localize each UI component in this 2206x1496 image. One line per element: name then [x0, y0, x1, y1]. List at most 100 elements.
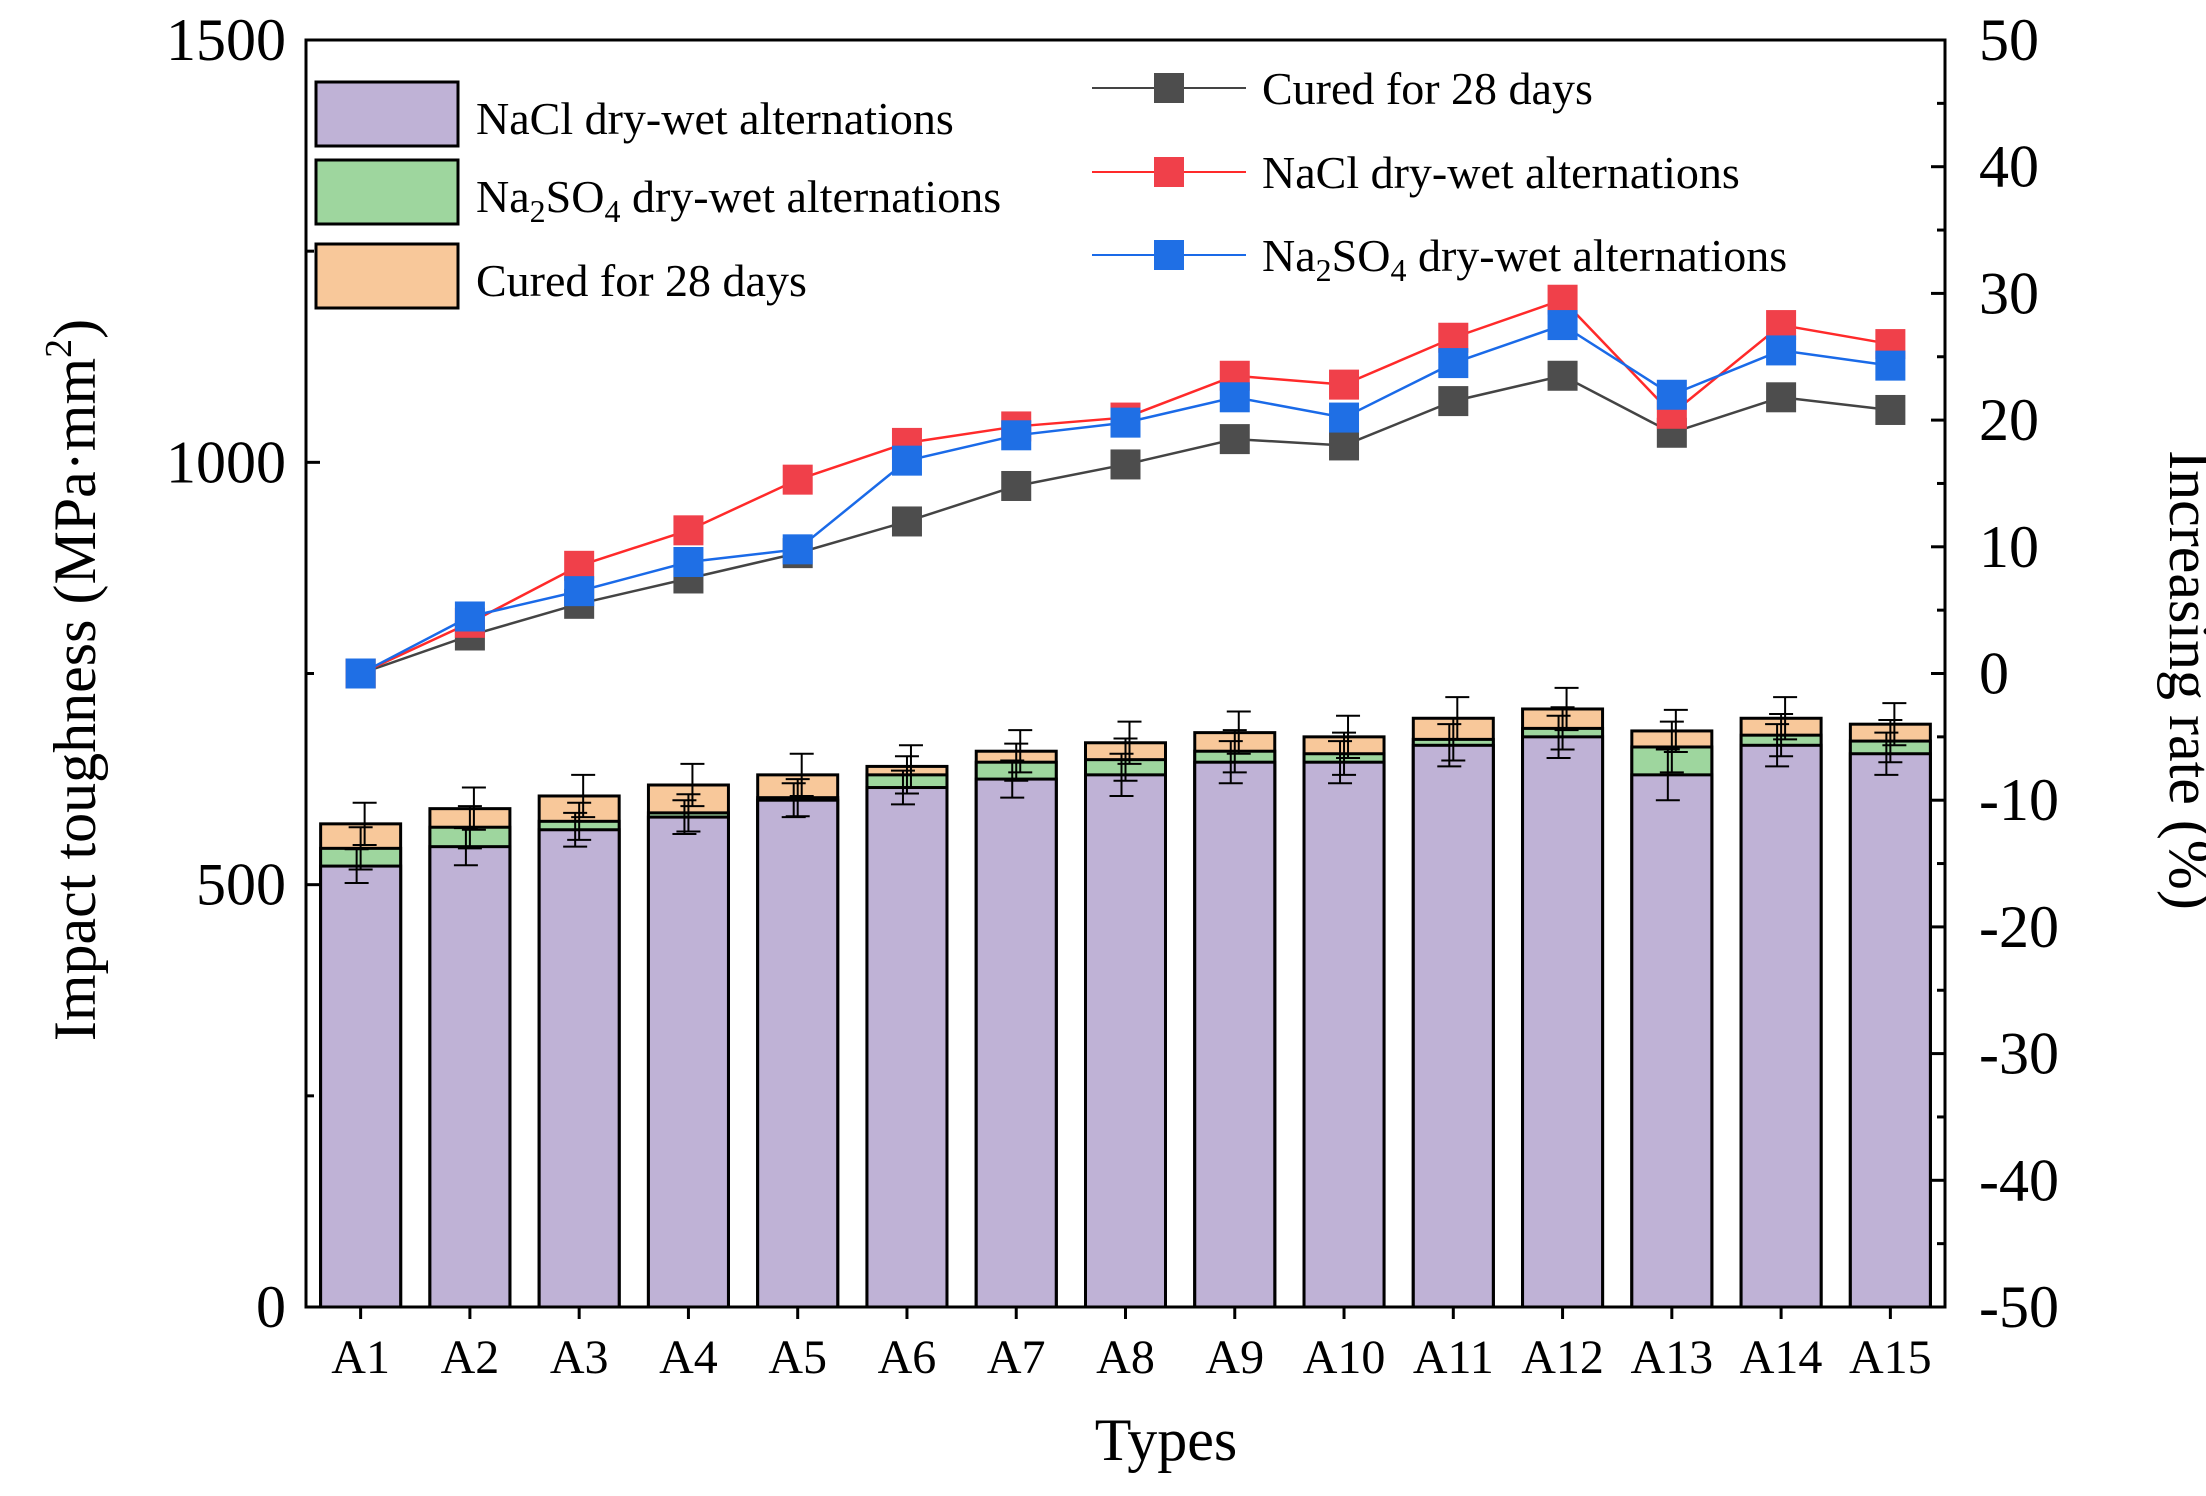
bar-legend: NaCl dry-wet alternations Na2SO4 dry-wet… [314, 80, 1001, 310]
marker-na2so4-a4 [673, 547, 704, 578]
bar-nacl-a7 [974, 777, 1058, 1309]
error-bar-cured-a1 [352, 801, 377, 846]
bar-nacl-a6 [865, 786, 949, 1309]
error-bar-cured-a5 [789, 752, 814, 797]
bar-nacl-a11 [1411, 743, 1495, 1309]
y2-axis-title: Increasing rate (%) [2157, 450, 2206, 910]
legend-marker-cured [1154, 73, 1184, 103]
marker-nacl-a4 [673, 515, 704, 546]
error-bar-cured-a11 [1445, 696, 1470, 741]
y-axis-title: Impact toughness (MPa·mm2) [38, 319, 108, 1041]
marker-nacl-a14 [1766, 310, 1797, 341]
bar-nacl-a5 [756, 798, 840, 1309]
marker-na2so4-a10 [1329, 402, 1360, 433]
axes-group: 0 500 1000 1500 -50 -40 -30 -20 -10 0 10 20 30 40 50 A1… [166, 7, 2059, 1384]
marker-cured-a8 [1110, 449, 1141, 480]
marker-nacl-a3 [564, 550, 595, 581]
legend-label-cured-bar: Cured for 28 days [476, 255, 807, 306]
x-tick-label-a14: A14 [1740, 1331, 1823, 1384]
error-bar-na2so4-a1 [348, 826, 373, 871]
y-tick-label-0: 0 [256, 1274, 286, 1340]
y2-tick-label: 10 [1979, 514, 2039, 580]
marker-nacl-a5 [782, 464, 813, 495]
y-axis-title-main: Impact toughness (MPa·mm [42, 358, 108, 1041]
bar-series-group [319, 707, 1932, 1309]
error-bar-na2so4-a2 [457, 805, 482, 850]
marker-cured-a10 [1329, 430, 1360, 461]
error-bar-cured-a12 [1554, 686, 1579, 732]
error-bar-na2so4-a13 [1659, 720, 1684, 774]
x-tick-label-a8: A8 [1096, 1331, 1155, 1384]
y2-tick-label: 50 [1979, 7, 2039, 73]
marker-nacl-a12 [1547, 284, 1578, 315]
bar-nacl-a9 [1193, 760, 1277, 1309]
line-series-group [345, 284, 1906, 689]
y-tick-label-1500: 1500 [166, 7, 286, 73]
error-bar-cured-a13 [1663, 708, 1688, 754]
legend-label-na2so4-line: Na2SO4 dry-wet alternations [1262, 230, 1787, 288]
y2-tick-label: -50 [1979, 1274, 2059, 1340]
bar-nacl-a3 [537, 828, 621, 1309]
error-bar-nacl-a1 [344, 848, 369, 884]
y2-tick-label: -40 [1979, 1147, 2059, 1213]
bar-nacl-a10 [1302, 760, 1386, 1309]
marker-na2so4-a6 [891, 445, 922, 476]
x-axis-title: Types [1095, 1407, 1237, 1473]
x-tick-label-a12: A12 [1521, 1331, 1604, 1384]
bar-nacl-a4 [646, 815, 730, 1309]
marker-na2so4-a13 [1656, 379, 1687, 410]
y2-tick-label: -10 [1979, 767, 2059, 833]
marker-cured-a15 [1875, 394, 1906, 425]
line-na2so4 [360, 323, 1891, 675]
marker-cured-a12 [1547, 360, 1578, 391]
error-bar-cured-a14 [1773, 696, 1798, 741]
marker-na2so4-a2 [454, 601, 485, 632]
marker-na2so4-a5 [782, 534, 813, 565]
error-bar-na2so4-a8 [1113, 737, 1138, 782]
marker-na2so4-a1 [345, 658, 376, 689]
error-bar-na2so4-a4 [676, 793, 701, 833]
error-bar-na2so4-a9 [1222, 729, 1247, 774]
legend-swatch-na2so4-bar [314, 158, 460, 226]
marker-cured-a11 [1438, 386, 1469, 417]
error-bar-na2so4-a5 [785, 778, 810, 818]
error-bar-cured-a10 [1336, 714, 1361, 759]
marker-na2so4-a9 [1219, 382, 1250, 413]
bar-nacl-a14 [1739, 743, 1823, 1309]
x-tick-label-a15: A15 [1849, 1331, 1932, 1384]
marker-na2so4-a15 [1875, 350, 1906, 381]
legend-label-nacl-line: NaCl dry-wet alternations [1262, 147, 1740, 198]
bar-nacl-a1 [319, 864, 403, 1309]
error-bar-na2so4-a10 [1332, 731, 1357, 776]
legend-marker-nacl [1154, 157, 1184, 187]
y-tick-label-500: 500 [196, 852, 286, 918]
marker-nacl-a11 [1438, 322, 1469, 353]
error-bar-na2so4-a3 [567, 801, 592, 841]
marker-na2so4-a11 [1438, 348, 1469, 379]
y2-tick-label: -30 [1979, 1021, 2059, 1087]
line-legend: Cured for 28 days NaCl dry-wet alternati… [1092, 63, 1787, 288]
error-bar-cured-a6 [898, 744, 923, 789]
marker-cured-a6 [891, 506, 922, 537]
x-tick-label-a3: A3 [550, 1331, 609, 1384]
marker-cured-a9 [1219, 424, 1250, 455]
bar-nacl-a2 [428, 845, 512, 1309]
marker-na2so4-a3 [564, 576, 595, 607]
error-bar-cured-a15 [1882, 702, 1907, 747]
marker-na2so4-a14 [1766, 335, 1797, 366]
error-bar-cured-a8 [1117, 720, 1142, 765]
bar-nacl-a15 [1848, 752, 1932, 1309]
legend-marker-na2so4 [1154, 240, 1184, 270]
bar-nacl-a13 [1630, 773, 1714, 1309]
error-bar-na2so4-a14 [1769, 713, 1794, 758]
x-tick-label-a11: A11 [1413, 1331, 1494, 1384]
marker-nacl-a10 [1329, 369, 1360, 400]
bar-nacl-a12 [1521, 735, 1605, 1309]
marker-cured-a7 [1001, 470, 1032, 501]
marker-na2so4-a7 [1001, 420, 1032, 451]
error-bar-cured-a9 [1226, 710, 1251, 755]
y2-tick-label: 30 [1979, 260, 2039, 326]
legend-label-nacl-bar: NaCl dry-wet alternations [476, 93, 954, 144]
error-bar-na2so4-a12 [1550, 706, 1575, 751]
